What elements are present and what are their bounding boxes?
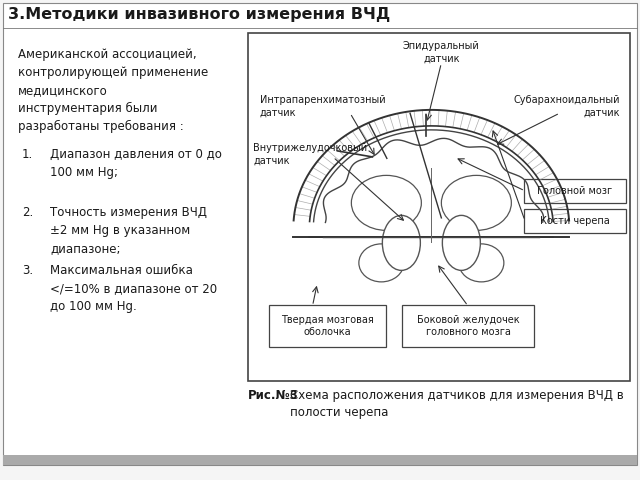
Text: Интрапаренхиматозный
датчик: Интрапаренхиматозный датчик (260, 95, 386, 118)
Bar (248, 33, 630, 381)
Text: Эпидуральный
датчик: Эпидуральный датчик (403, 41, 480, 63)
Text: 3.Методики инвазивного измерения ВЧД: 3.Методики инвазивного измерения ВЧД (8, 7, 390, 22)
Text: Твердая мозговая
оболочка: Твердая мозговая оболочка (281, 315, 374, 337)
Text: Рис.№3: Рис.№3 (248, 389, 299, 402)
FancyBboxPatch shape (269, 305, 386, 347)
Ellipse shape (459, 244, 504, 282)
Ellipse shape (382, 216, 420, 270)
FancyBboxPatch shape (524, 209, 626, 233)
Text: Кости черепа: Кости черепа (540, 216, 610, 226)
Ellipse shape (442, 175, 511, 230)
Text: Точность измерения ВЧД
±2 мм Hg в указанном
диапазоне;: Точность измерения ВЧД ±2 мм Hg в указан… (50, 206, 207, 255)
Ellipse shape (351, 175, 421, 230)
FancyBboxPatch shape (402, 305, 534, 347)
Text: 3.: 3. (22, 264, 33, 277)
Ellipse shape (359, 244, 404, 282)
Text: Головной мозг: Головной мозг (538, 186, 612, 196)
Text: Диапазон давления от 0 до
100 мм Hg;: Диапазон давления от 0 до 100 мм Hg; (50, 148, 222, 179)
Text: Американской ассоциацией,
контролирующей применение
медицинского
инструментария : Американской ассоциацией, контролирующей… (18, 48, 208, 133)
Text: Схема расположения датчиков для измерения ВЧД в
полости черепа: Схема расположения датчиков для измерени… (290, 389, 624, 419)
FancyBboxPatch shape (524, 179, 626, 203)
Text: Максимальная ошибка
</=10% в диапазоне от 20
до 100 мм Hg.: Максимальная ошибка </=10% в диапазоне о… (50, 264, 217, 313)
Text: 1.: 1. (22, 148, 33, 161)
Text: Боковой желудочек
головного мозга: Боковой желудочек головного мозга (417, 315, 519, 337)
Bar (3, 455, 637, 465)
Text: Внутрижелудочковый
датчик: Внутрижелудочковый датчик (253, 143, 367, 166)
Ellipse shape (442, 216, 481, 270)
Text: 2.: 2. (22, 206, 33, 219)
Text: Субарахноидальный
датчик: Субарахноидальный датчик (513, 95, 620, 118)
